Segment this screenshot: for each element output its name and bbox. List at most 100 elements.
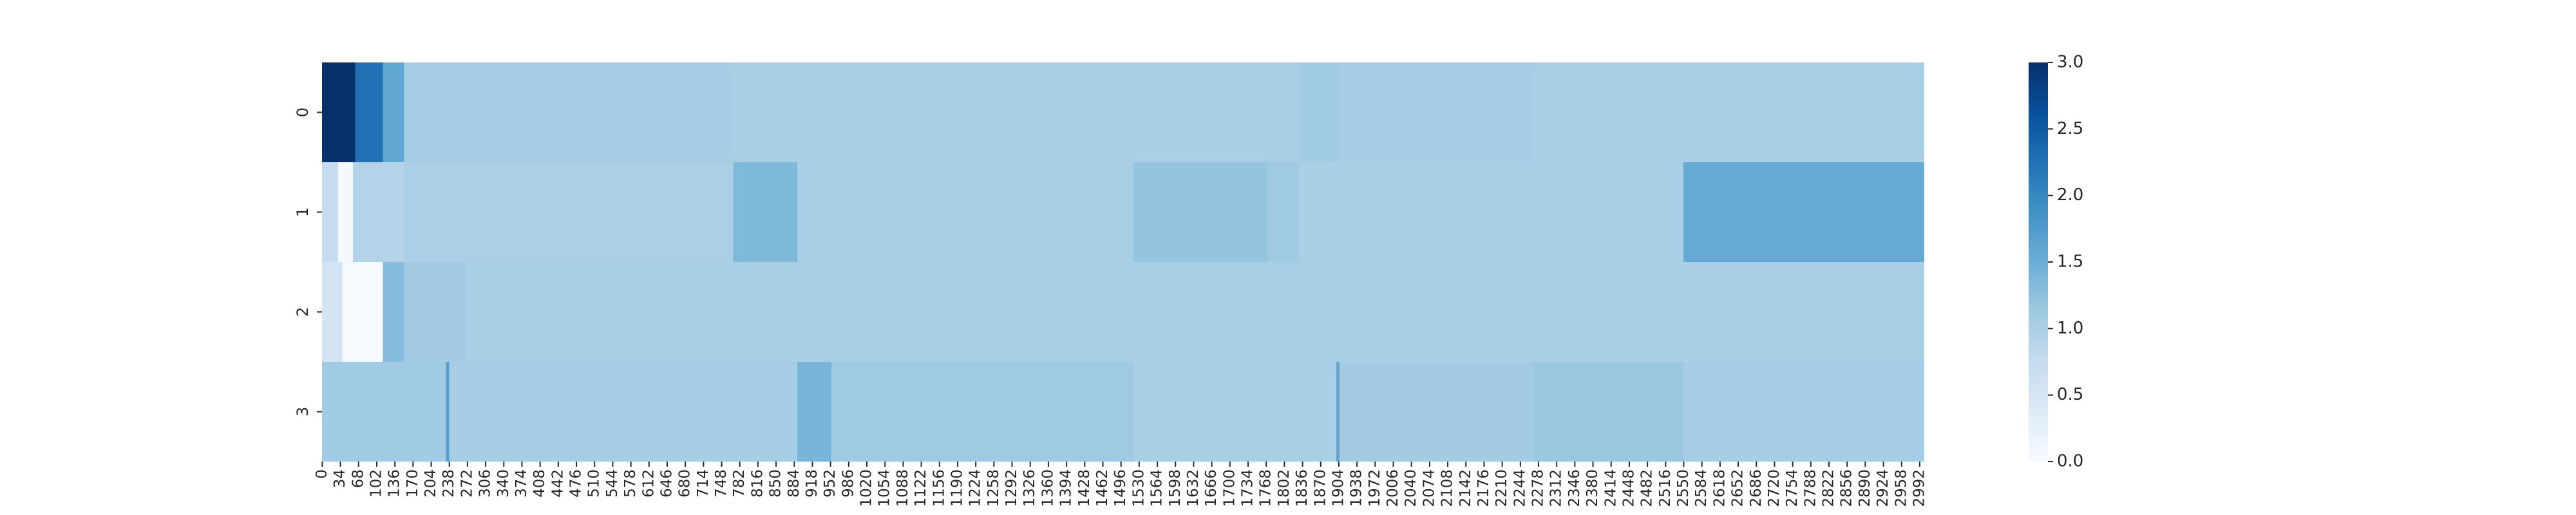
x-tick-label-2856: 2856 bbox=[1839, 469, 1855, 507]
x-tick-label-442: 442 bbox=[549, 469, 566, 498]
x-tick-label-2618: 2618 bbox=[1711, 469, 1728, 507]
x-tick-label-2176: 2176 bbox=[1475, 469, 1492, 507]
x-tick-label-2754: 2754 bbox=[1784, 469, 1801, 507]
x-tick-label-204: 204 bbox=[422, 469, 439, 498]
x-tick-label-748: 748 bbox=[713, 469, 730, 498]
heatmap-cell-row-3-seg-7 bbox=[1340, 362, 1534, 462]
x-tick-label-170: 170 bbox=[404, 469, 421, 498]
colorbar-tick-label-2.5: 2.5 bbox=[2057, 119, 2083, 138]
x-tick-label-476: 476 bbox=[568, 469, 585, 498]
heatmap-cell-row-1-seg-9 bbox=[1683, 162, 1924, 262]
colorbar-tick-label-0.0: 0.0 bbox=[2057, 452, 2083, 471]
x-tick-label-2448: 2448 bbox=[1620, 469, 1637, 507]
x-tick-label-374: 374 bbox=[513, 469, 530, 498]
x-tick-label-1224: 1224 bbox=[967, 469, 984, 507]
x-tick-label-884: 884 bbox=[786, 469, 802, 498]
x-tick-label-1904: 1904 bbox=[1330, 469, 1347, 507]
heatmap-cell-row-2-seg-2 bbox=[383, 262, 404, 362]
heatmap-cell-row-1-seg-7 bbox=[1267, 162, 1300, 262]
x-tick-label-1190: 1190 bbox=[949, 469, 965, 507]
x-tick-label-2074: 2074 bbox=[1421, 469, 1437, 507]
heatmap-cell-row-1-seg-6 bbox=[1133, 162, 1267, 262]
x-tick-label-2278: 2278 bbox=[1530, 469, 1547, 507]
heatmap-plot-area bbox=[322, 62, 1924, 462]
x-tick-label-2244: 2244 bbox=[1511, 469, 1528, 507]
heatmap-cell-row-1-seg-1 bbox=[337, 162, 354, 262]
heatmap-cell-row-1-seg-3 bbox=[404, 162, 734, 262]
x-tick-label-952: 952 bbox=[822, 469, 838, 498]
heatmap-cell-row-1-seg-5 bbox=[797, 162, 1134, 262]
x-tick-label-2992: 2992 bbox=[1911, 469, 1927, 507]
x-tick-label-2040: 2040 bbox=[1403, 469, 1419, 507]
x-tick-label-1666: 1666 bbox=[1203, 469, 1220, 507]
x-tick-label-646: 646 bbox=[658, 469, 675, 498]
x-tick-label-850: 850 bbox=[768, 469, 784, 498]
x-tick-label-1836: 1836 bbox=[1294, 469, 1311, 507]
heatmap-cell-row-3-seg-2 bbox=[449, 362, 797, 462]
heatmap-cell-row-3-seg-1 bbox=[446, 362, 450, 462]
heatmap-cell-row-3-seg-5 bbox=[1133, 362, 1337, 462]
x-tick-label-1802: 1802 bbox=[1276, 469, 1293, 507]
x-tick-label-340: 340 bbox=[495, 469, 512, 498]
colorbar-tick-label-0.5: 0.5 bbox=[2057, 385, 2083, 404]
x-tick-label-34: 34 bbox=[332, 469, 348, 488]
x-tick-label-1700: 1700 bbox=[1221, 469, 1238, 507]
x-tick-label-2516: 2516 bbox=[1657, 469, 1674, 507]
x-tick-label-2346: 2346 bbox=[1566, 469, 1583, 507]
x-tick-label-2108: 2108 bbox=[1439, 469, 1456, 507]
x-tick-label-2890: 2890 bbox=[1857, 469, 1873, 507]
heatmap-cell-row-0-seg-5 bbox=[1299, 62, 1338, 162]
heatmap-cell-row-3-seg-9 bbox=[1683, 362, 1924, 462]
x-tick-label-986: 986 bbox=[840, 469, 857, 498]
x-tick-label-238: 238 bbox=[440, 469, 457, 498]
x-tick-label-1088: 1088 bbox=[895, 469, 911, 507]
x-axis: 0 34 68 102 136 170 204 238 272 306 340 374 408 442 47… bbox=[314, 462, 1927, 507]
x-tick-label-102: 102 bbox=[368, 469, 384, 498]
x-tick-label-1462: 1462 bbox=[1094, 469, 1111, 507]
x-tick-label-136: 136 bbox=[386, 469, 403, 498]
x-tick-label-1768: 1768 bbox=[1258, 469, 1274, 507]
x-tick-label-408: 408 bbox=[531, 469, 548, 498]
heatmap-cell-row-0-seg-7 bbox=[1533, 62, 1924, 162]
x-tick-label-1496: 1496 bbox=[1112, 469, 1129, 507]
x-tick-label-1054: 1054 bbox=[876, 469, 893, 507]
heatmap-cell-row-3-seg-8 bbox=[1533, 362, 1684, 462]
heatmap-cell-row-2-seg-3 bbox=[404, 262, 466, 362]
x-tick-label-1394: 1394 bbox=[1058, 469, 1075, 507]
x-tick-label-816: 816 bbox=[749, 469, 766, 498]
heatmap-cell-row-0-seg-4 bbox=[733, 62, 1300, 162]
x-tick-label-272: 272 bbox=[459, 469, 475, 498]
x-tick-label-1938: 1938 bbox=[1349, 469, 1365, 507]
x-tick-label-1326: 1326 bbox=[1021, 469, 1038, 507]
heatmap-cell-row-1-seg-8 bbox=[1299, 162, 1684, 262]
x-tick-label-2210: 2210 bbox=[1493, 469, 1510, 507]
x-tick-label-1156: 1156 bbox=[931, 469, 947, 507]
x-tick-label-1564: 1564 bbox=[1149, 469, 1166, 507]
colorbar: 0.0 0.5 1.0 1.5 2.0 2.5 3.0 bbox=[2029, 53, 2083, 471]
heatmap-cell-row-3-seg-6 bbox=[1336, 362, 1340, 462]
x-tick-label-68: 68 bbox=[350, 469, 366, 488]
x-tick-label-2652: 2652 bbox=[1730, 469, 1747, 507]
y-tick-label-3: 3 bbox=[294, 407, 312, 417]
x-tick-label-2482: 2482 bbox=[1639, 469, 1656, 507]
x-tick-label-1020: 1020 bbox=[858, 469, 875, 507]
x-tick-label-918: 918 bbox=[804, 469, 820, 498]
x-tick-label-2720: 2720 bbox=[1766, 469, 1783, 507]
heatmap-cell-row-0-seg-3 bbox=[404, 62, 734, 162]
y-axis: 0 1 2 3 bbox=[294, 108, 322, 417]
y-tick-label-1: 1 bbox=[294, 207, 312, 217]
x-tick-label-1258: 1258 bbox=[985, 469, 1002, 507]
x-tick-label-1632: 1632 bbox=[1185, 469, 1202, 507]
x-tick-label-714: 714 bbox=[695, 469, 712, 498]
heatmap-cell-row-3-seg-3 bbox=[797, 362, 831, 462]
x-tick-label-1972: 1972 bbox=[1367, 469, 1383, 507]
x-tick-label-578: 578 bbox=[622, 469, 639, 498]
colorbar-tick-label-1.5: 1.5 bbox=[2057, 252, 2083, 272]
x-tick-label-2142: 2142 bbox=[1457, 469, 1474, 507]
heatmap-cell-row-2-seg-4 bbox=[466, 262, 1924, 362]
x-tick-label-680: 680 bbox=[677, 469, 694, 498]
x-tick-label-306: 306 bbox=[477, 469, 494, 498]
heatmap-cell-row-0-seg-0 bbox=[322, 62, 355, 162]
x-tick-label-2584: 2584 bbox=[1693, 469, 1710, 507]
x-tick-label-782: 782 bbox=[731, 469, 748, 498]
